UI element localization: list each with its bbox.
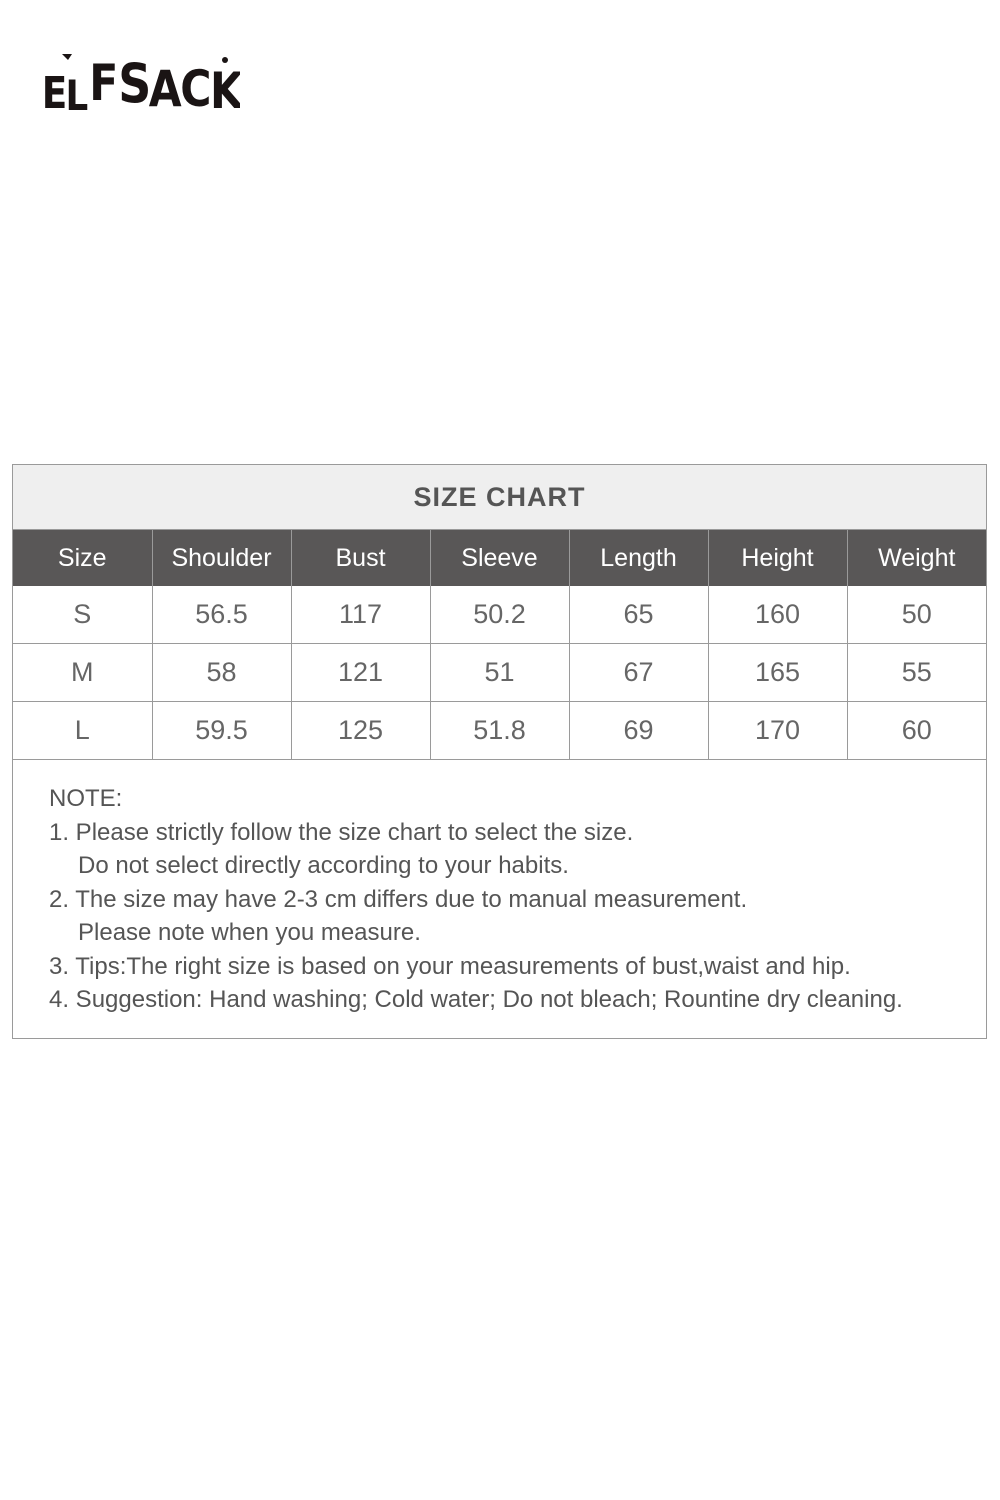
cell: 59.5	[151, 701, 291, 760]
col-shoulder: Shoulder	[151, 530, 291, 586]
table-row: M 58 121 51 67 165 55	[13, 643, 986, 702]
svg-text:F: F	[89, 54, 118, 112]
col-bust: Bust	[290, 530, 430, 586]
col-size: Size	[13, 530, 152, 586]
note-line: 3. Tips:The right size is based on your …	[49, 952, 851, 980]
table-row: S 56.5 117 50.2 65 160 50	[13, 586, 986, 644]
cell: 58	[151, 643, 291, 702]
cell: S	[13, 586, 152, 644]
cell: 56.5	[151, 586, 291, 644]
cell: 160	[707, 586, 847, 644]
cell: 121	[290, 643, 430, 702]
cell: L	[13, 701, 152, 760]
svg-text:L: L	[66, 72, 89, 114]
cell: 55	[846, 643, 986, 702]
svg-text:C: C	[180, 60, 211, 114]
notes-heading: NOTE:	[49, 785, 123, 812]
col-height: Height	[707, 530, 847, 586]
size-chart-title: SIZE CHART	[13, 465, 986, 530]
cell: 165	[707, 643, 847, 702]
note-line: Please note when you measure.	[78, 919, 421, 946]
cell: 117	[290, 586, 430, 644]
cell: 67	[568, 643, 708, 702]
note-line: 1. Please strictly follow the size chart…	[49, 818, 634, 846]
cell: 51	[429, 643, 569, 702]
cell: 50.2	[429, 586, 569, 644]
notes: NOTE: 1. Please strictly follow the size…	[13, 760, 986, 1017]
cell: 50	[846, 586, 986, 644]
svg-text:E: E	[42, 67, 68, 114]
header-row: Size Shoulder Bust Sleeve Length Height …	[13, 530, 986, 586]
cell: 170	[707, 701, 847, 760]
col-weight: Weight	[846, 530, 986, 586]
col-length: Length	[568, 530, 708, 586]
note-line: Do not select directly according to your…	[78, 852, 569, 879]
svg-text:K: K	[210, 62, 240, 114]
svg-text:A: A	[149, 60, 182, 114]
col-sleeve: Sleeve	[429, 530, 569, 586]
cell: 69	[568, 701, 708, 760]
note-line: 4. Suggestion: Hand washing; Cold water;…	[49, 986, 903, 1013]
elfsack-logo: E L F S A C K	[42, 51, 240, 114]
cell: M	[13, 643, 152, 702]
note-line: 2. The size may have 2-3 cm differs due …	[49, 885, 748, 913]
svg-text:S: S	[118, 51, 151, 114]
cell: 65	[568, 586, 708, 644]
cell: 125	[290, 701, 430, 760]
cell: 60	[846, 701, 986, 760]
table-row: L 59.5 125 51.8 69 170 60	[13, 701, 986, 760]
cell: 51.8	[429, 701, 569, 760]
size-chart: SIZE CHART Size Shoulder Bust Sleeve Len…	[12, 464, 987, 1039]
size-table: Size Shoulder Bust Sleeve Length Height …	[13, 530, 986, 760]
